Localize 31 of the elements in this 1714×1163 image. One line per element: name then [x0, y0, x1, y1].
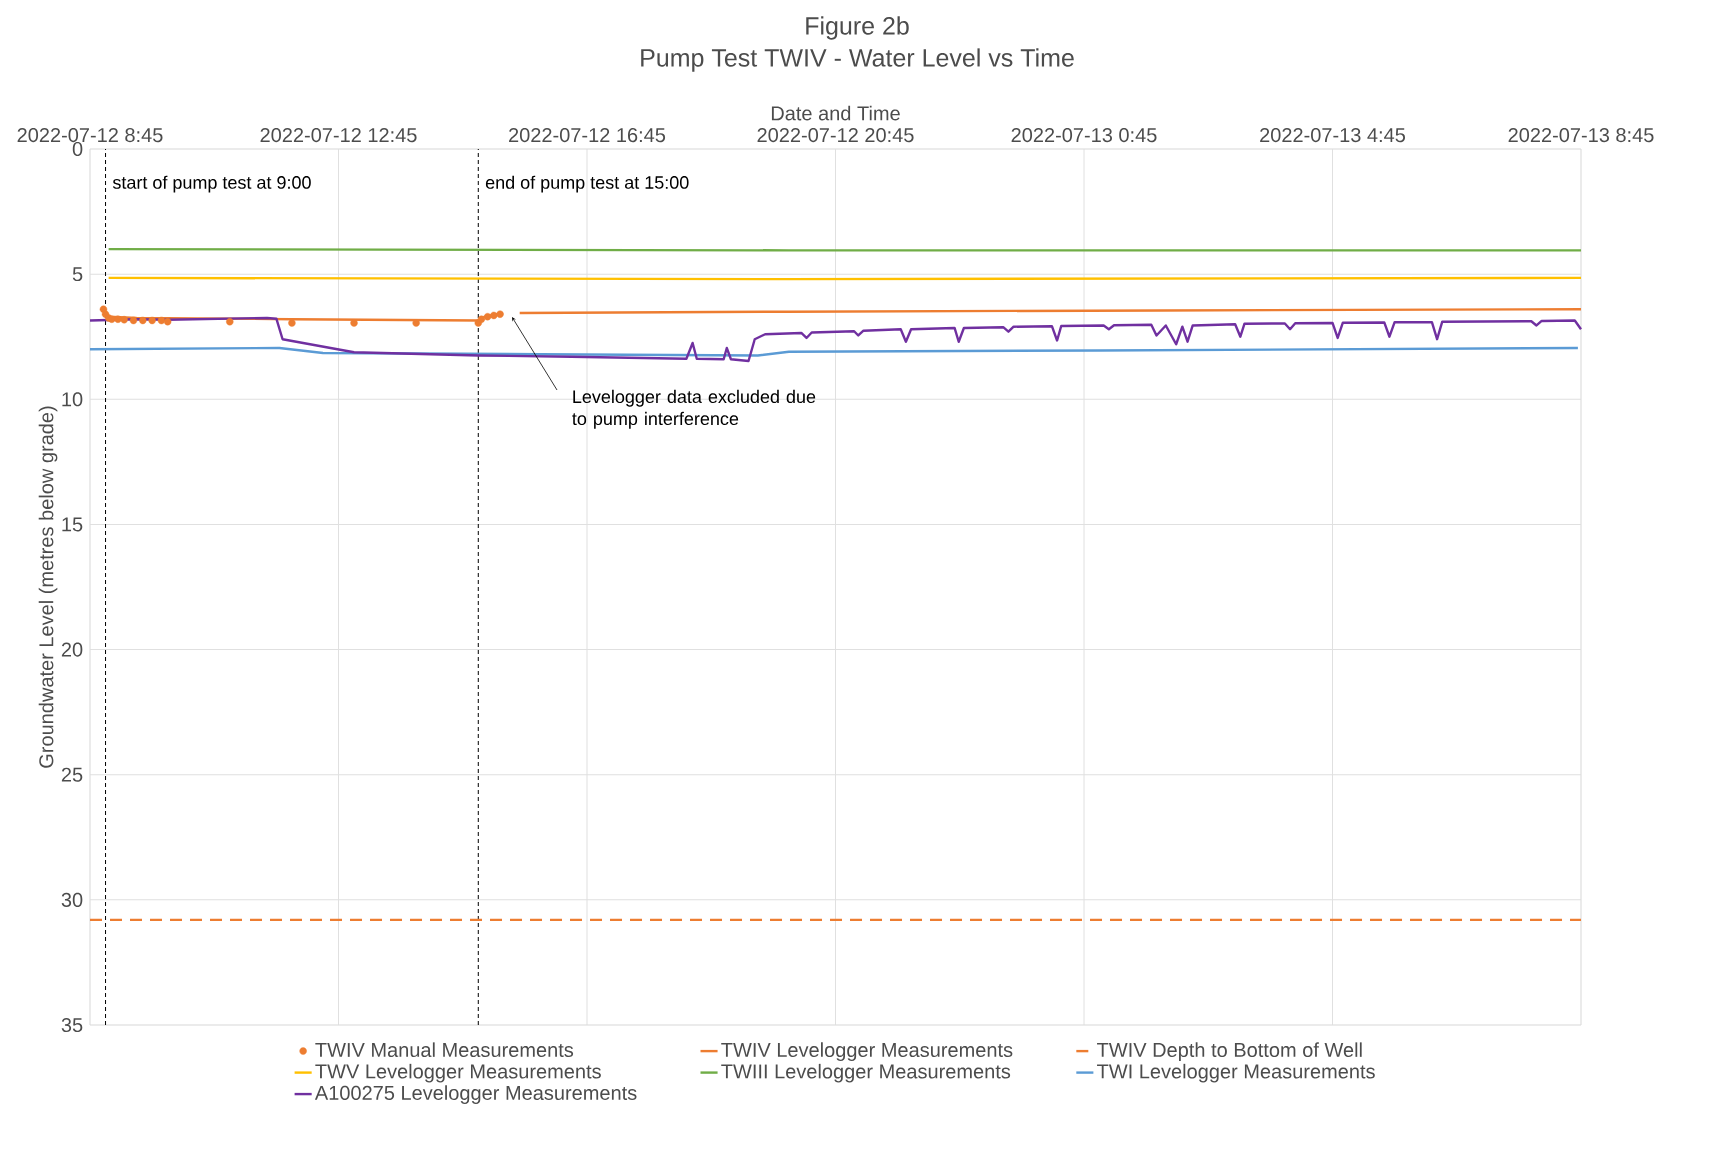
y-tick-label: 20 — [61, 642, 83, 657]
line-series — [88, 346, 1580, 357]
legend-label: TWV Levelogger Measurements — [315, 1063, 601, 1083]
legend-label: TWIV Levelogger Measurements — [721, 1042, 1013, 1061]
legend-label: TWI Levelogger Measurements — [1097, 1063, 1375, 1083]
y-tick-label: 30 — [61, 892, 83, 907]
legend-label: TWIV Depth to Bottom of Well — [1097, 1042, 1362, 1061]
annotation: Levelogger data excluded due to pump interference — [572, 389, 816, 429]
y-tick-label: 5 — [72, 267, 83, 282]
x-tick-label: 2022-07-13 8:45 — [1508, 127, 1654, 143]
legend-label: TWIII Levelogger Measurements — [721, 1063, 1011, 1083]
x-tick-label: 2022-07-12 12:45 — [260, 127, 417, 143]
line-series — [88, 316, 1583, 363]
x-tick-label: 2022-07-13 0:45 — [1011, 127, 1157, 143]
legend-label: TWIV Manual Measurements — [315, 1042, 574, 1058]
y-tick-label: 25 — [61, 767, 83, 782]
x-tick-label: 2022-07-12 16:45 — [509, 127, 666, 143]
y-tick-label: 35 — [61, 1017, 83, 1033]
x-tick-label: 2022-07-12 20:45 — [757, 127, 914, 143]
x-tick-label: 2022-07-13 4:45 — [1260, 127, 1406, 143]
y-tick-label: 10 — [62, 392, 83, 407]
y-axis-title: Groundwater Level (metres below grade) — [38, 406, 58, 768]
chart-subtitle: Pump Test TWIV - Water Level vs Time — [641, 48, 1074, 72]
legend-label: A100275 Levelogger Measurements — [314, 1085, 637, 1104]
ref-line-label: start of pump test at 9:00 — [112, 175, 311, 193]
x-axis-title: Date and Time — [771, 105, 900, 121]
x-tick-label: 2022-07-12 8:45 — [17, 127, 163, 143]
ref-line-label: end of pump test at 15:00 — [485, 175, 689, 193]
y-tick-label: 0 — [72, 141, 83, 157]
y-tick-label: 15 — [62, 517, 83, 532]
chart-title: Figure 2b — [806, 16, 909, 40]
